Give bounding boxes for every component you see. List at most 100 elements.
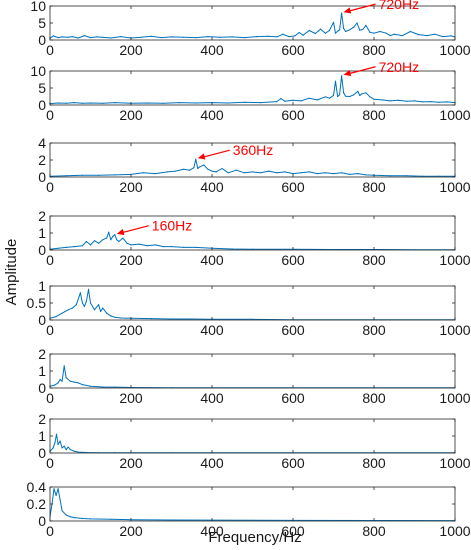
- data-point: [308, 29, 310, 32]
- x-tick-label: 800: [362, 42, 386, 58]
- data-point: [337, 95, 339, 98]
- data-point: [183, 246, 185, 248]
- data-point: [98, 174, 100, 176]
- annotation-label: 720Hz: [379, 0, 419, 12]
- data-point: [409, 30, 411, 33]
- data-point: [324, 32, 326, 34]
- data-point: [284, 171, 286, 173]
- data-point: [446, 101, 448, 103]
- data-point: [120, 317, 122, 319]
- data-point: [356, 22, 358, 24]
- data-point: [284, 100, 286, 102]
- data-point: [110, 239, 112, 241]
- series-line: [49, 231, 455, 251]
- x-tick-label: 600: [281, 252, 305, 268]
- data-point: [54, 442, 56, 444]
- subplot-7: 0 200 400 600 800 1000 012: [38, 411, 471, 471]
- data-point: [288, 36, 290, 38]
- x-tick-label: 800: [362, 523, 386, 539]
- data-point: [77, 382, 79, 384]
- data-point: [219, 36, 221, 38]
- data-point: [79, 292, 81, 294]
- data-point: [81, 174, 83, 176]
- data-point: [170, 318, 173, 320]
- y-tick-label: 1: [38, 428, 46, 444]
- data-point: [65, 102, 67, 104]
- data-point: [102, 239, 104, 241]
- data-point: [110, 37, 112, 39]
- data-point: [221, 167, 223, 170]
- data-point: [93, 240, 96, 242]
- y-tick-label: 0: [38, 380, 46, 396]
- annotation-arrowhead: [343, 69, 352, 77]
- x-tick-label: 1000: [439, 523, 470, 539]
- data-point: [337, 30, 339, 32]
- data-point: [422, 101, 424, 103]
- data-point: [69, 380, 71, 382]
- x-tick-label: 0: [46, 390, 54, 406]
- x-tick-label: 0: [46, 252, 54, 268]
- x-tick-label: 200: [119, 42, 143, 58]
- data-point: [324, 172, 326, 174]
- data-point: [81, 102, 83, 104]
- data-point: [426, 35, 428, 37]
- data-point: [114, 316, 116, 318]
- data-point: [385, 32, 387, 34]
- y-tick-label: 0: [38, 242, 46, 258]
- data-point: [140, 36, 142, 38]
- data-point: [83, 35, 85, 37]
- data-point: [379, 30, 381, 33]
- data-point: [243, 101, 245, 103]
- data-point: [450, 35, 452, 37]
- data-point: [150, 35, 152, 37]
- data-point: [197, 167, 199, 170]
- data-point: [430, 101, 432, 103]
- data-point: [282, 33, 284, 35]
- data-point: [365, 174, 367, 176]
- data-point: [73, 102, 75, 104]
- data-point: [106, 237, 108, 239]
- x-tick-label: 1000: [439, 322, 470, 338]
- data-point: [308, 171, 310, 173]
- data-point: [120, 36, 122, 38]
- data-point: [85, 240, 87, 243]
- x-tick-label: 200: [119, 523, 143, 539]
- data-point: [57, 37, 59, 39]
- data-point: [65, 246, 67, 248]
- data-point: [63, 445, 65, 447]
- data-point: [256, 36, 258, 38]
- data-point: [61, 510, 63, 512]
- data-point: [442, 36, 444, 38]
- data-point: [183, 168, 185, 170]
- y-tick-label: 10: [30, 0, 46, 14]
- data-point: [114, 102, 116, 104]
- x-tick-label: 0: [46, 42, 54, 58]
- data-point: [328, 29, 330, 32]
- data-point: [52, 447, 54, 449]
- x-tick-label: 200: [119, 455, 143, 471]
- data-point: [341, 172, 343, 174]
- y-tick-label: 5: [38, 80, 46, 96]
- data-point: [57, 443, 59, 446]
- data-point: [339, 29, 341, 31]
- data-point: [183, 36, 185, 38]
- data-point: [87, 288, 90, 290]
- data-point: [276, 36, 278, 38]
- data-point: [401, 35, 403, 37]
- data-point: [319, 28, 322, 30]
- data-point: [191, 318, 193, 320]
- data-point: [280, 97, 282, 100]
- data-point: [343, 92, 345, 94]
- data-point: [170, 246, 173, 248]
- x-tick-label: 200: [119, 390, 143, 406]
- data-point: [353, 26, 355, 28]
- y-tick-label: 2: [38, 346, 46, 362]
- data-point: [96, 36, 98, 38]
- data-point: [146, 102, 148, 104]
- data-point: [349, 173, 351, 175]
- data-point: [98, 304, 100, 306]
- data-point: [251, 318, 254, 320]
- plot-frame: [49, 215, 456, 251]
